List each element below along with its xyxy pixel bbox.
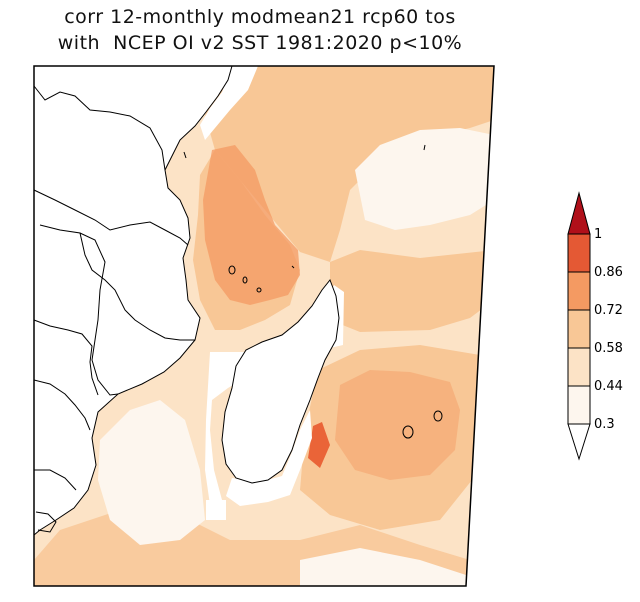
comoros-island-2: [242, 276, 248, 284]
colorbar-segment-0.72-0.86: [567, 271, 591, 311]
correlation-field: [34, 66, 494, 586]
colorbar-bottom-triangle: [567, 423, 591, 461]
border-malawi: [79, 232, 119, 396]
field-0.3-mozambique-coast: [98, 400, 205, 545]
field-0.86-spot: [308, 422, 330, 468]
coastlines-and-borders: [33, 65, 443, 536]
colorbar-label-1: 1: [594, 227, 602, 242]
field-0.72-southeast: [335, 370, 460, 480]
comoros-island-1: [228, 265, 236, 275]
africa-coastline: [33, 65, 233, 536]
africa-landmass: [34, 66, 232, 535]
field-0.72-channel: [203, 145, 300, 305]
reunion-island: [402, 425, 414, 439]
colorbar-segment-0.86-1: [567, 233, 591, 273]
mauritius-island: [433, 410, 443, 422]
field-0.58-north: [205, 66, 494, 262]
field-0.3-northeast: [355, 128, 494, 230]
missing-data-west-madagascar: [205, 352, 245, 505]
zanzibar-island: [183, 151, 187, 159]
missing-data-north-madagascar: [300, 285, 344, 348]
map-frame: [33, 65, 495, 587]
border-north: [33, 85, 166, 171]
madagascar-coastline: [221, 279, 340, 484]
field-0.58-southeast: [300, 345, 490, 530]
colorbar-label-0.3: 0.3: [594, 417, 615, 432]
colorbar-segment-0.58-0.72: [567, 309, 591, 349]
colorbar-segment-0.3-0.44: [567, 385, 591, 425]
colorbar-segment-0.44-0.58: [567, 347, 591, 387]
colorbar-label-0.86: 0.86: [594, 265, 623, 280]
madagascar-landmass: [222, 280, 339, 483]
comoros-island-3: [256, 287, 262, 293]
missing-data-north-coast: [200, 66, 258, 140]
mayotte-island: [291, 265, 295, 269]
colorbar: 1 0.86 0.72 0.58 0.44 0.3: [567, 191, 623, 461]
colorbar-label-0.44: 0.44: [594, 379, 623, 394]
seychelles-island: [423, 144, 426, 151]
map-title-line-1: corr 12-monthly modmean21 rcp60 tos: [64, 6, 456, 28]
field-0.58-central: [330, 250, 494, 332]
eswatini-border: [35, 511, 57, 533]
border-south: [34, 469, 77, 491]
missing-data-pixel: [206, 500, 226, 520]
border-south-west: [33, 379, 91, 431]
border-tanzania-south: [33, 189, 189, 246]
border-zimbabwe: [33, 319, 99, 396]
map-title-line-2: with NCEP OI v2 SST 1981:2020 p<10%: [57, 32, 463, 54]
colorbar-label-0.72: 0.72: [594, 303, 623, 318]
colorbar-top-triangle: [567, 191, 591, 235]
colorbar-label-0.58: 0.58: [594, 341, 623, 356]
field-0.3-south: [300, 548, 466, 586]
